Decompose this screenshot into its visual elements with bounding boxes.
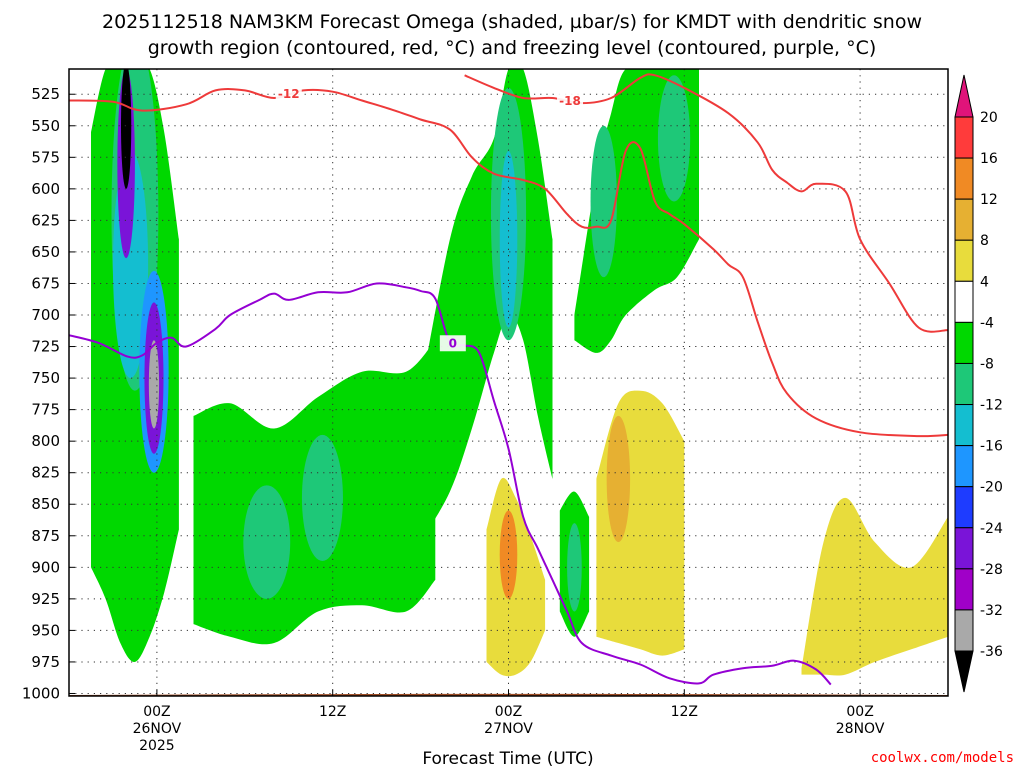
y-axis: 525 550 575 600 625 650 675 700 725 750 775 800 825 8… <box>22 85 75 702</box>
colorbar-bin--28--24 <box>954 527 974 570</box>
field-lift-early-core-6 <box>148 340 160 429</box>
omega-shading-layer <box>91 69 948 677</box>
contour-dendritic-minus12 <box>69 88 948 438</box>
y-tick-label-950: 950 <box>31 621 60 639</box>
colorbar-bin-12-16 <box>954 157 974 200</box>
contour-label-freezing-level-0c: 0 <box>449 336 457 350</box>
colorbar-label-6: -8 <box>980 356 994 372</box>
field-lift-early-core-3 <box>121 69 132 189</box>
y-tick-label-750: 750 <box>31 369 60 387</box>
y-tick-label-975: 975 <box>31 653 60 671</box>
colorbar-under-arrow <box>954 650 974 693</box>
title-line-1: 2025112518 NAM3KM Forecast Omega (shaded… <box>102 11 922 33</box>
colorbar-bin--24--20 <box>954 486 974 529</box>
contour-label-bg-dendritic-minus18 <box>557 93 584 110</box>
y-tick-label-600: 600 <box>31 180 60 198</box>
x-tick-label-6-0: 00Z <box>143 704 170 720</box>
colorbar-label-0: 20 <box>980 110 998 126</box>
x-tick-label-54-1: 28NOV <box>836 721 885 737</box>
colorbar-bin-16-20 <box>954 116 974 159</box>
colorbar-label-4: 4 <box>980 274 989 290</box>
x-tick-label-6-1: 26NOV <box>133 721 182 737</box>
colorbar-bin--36--32 <box>954 609 974 652</box>
contour-label-bg-dendritic-minus12 <box>275 86 302 103</box>
colorbar-bin-4-8 <box>954 239 974 282</box>
colorbar-bin-8-12 <box>954 198 974 241</box>
colorbar-bin--20--16 <box>954 445 974 488</box>
x-tick-label-42-0: 12Z <box>671 704 698 720</box>
y-tick-label-525: 525 <box>31 85 60 103</box>
colorbar-label-5: -4 <box>980 315 994 331</box>
y-tick-label-1000: 1000 <box>22 684 60 702</box>
x-axis-label: Forecast Time (UTC) <box>422 749 593 768</box>
colorbar-label-10: -24 <box>980 521 1003 537</box>
colorbar-bin--12--8 <box>954 362 974 406</box>
credit-text: coolwx.com/models <box>871 750 1014 766</box>
contour-label-bg-freezing-level-0c <box>439 335 466 352</box>
y-tick-label-675: 675 <box>31 274 60 292</box>
colorbar-bin--8--4 <box>954 321 974 364</box>
y-tick-label-925: 925 <box>31 590 60 608</box>
y-tick-label-575: 575 <box>31 148 60 166</box>
y-tick-label-800: 800 <box>31 432 60 450</box>
colorbar-label-1: 16 <box>980 151 998 167</box>
contour-label-dendritic-minus12: -12 <box>278 87 300 101</box>
contour-dendritic-minus18 <box>464 73 948 333</box>
y-tick-label-625: 625 <box>31 211 60 229</box>
colorbar-label-13: -36 <box>980 644 1003 660</box>
y-tick-label-550: 550 <box>31 117 60 135</box>
field-lift-day1-core-0 <box>243 485 291 599</box>
field-lift-late-core-1 <box>657 75 691 202</box>
plot-area: -12 -18 0 <box>69 69 948 696</box>
contour-lines: -12 -18 0 <box>69 73 948 686</box>
colorbar-label-11: -28 <box>980 562 1003 578</box>
field-lift-day1-core-1 <box>301 434 343 562</box>
y-tick-label-900: 900 <box>31 558 60 576</box>
field-lift-small-core-0 <box>567 523 582 612</box>
colorbar-label-8: -16 <box>980 439 1003 455</box>
colorbar-bin--32--28 <box>954 568 974 611</box>
field-lift-late-core-0 <box>590 125 617 278</box>
colorbar: 20 16 12 8 4 -4 -8 -12 -16 -20 -24 -28 -32 -36 <box>954 74 1003 693</box>
x-tick-label-6-2: 2025 <box>139 738 175 754</box>
x-tick-label-54-0: 00Z <box>846 704 873 720</box>
y-tick-label-850: 850 <box>31 495 60 513</box>
y-tick-label-875: 875 <box>31 527 60 545</box>
field-sink-2 <box>596 390 685 656</box>
colorbar-label-9: -20 <box>980 480 1003 496</box>
colorbar-label-2: 12 <box>980 192 998 208</box>
field-sink-1-core-0 <box>499 510 518 599</box>
field-sink-3 <box>801 497 948 676</box>
colorbar-bin--4-4 <box>954 280 974 323</box>
x-tick-label-30-0: 00Z <box>495 704 522 720</box>
y-tick-label-700: 700 <box>31 306 60 324</box>
y-tick-label-725: 725 <box>31 338 60 356</box>
colorbar-over-arrow <box>954 74 974 118</box>
contour-label-dendritic-minus18: -18 <box>559 94 581 108</box>
y-tick-label-775: 775 <box>31 401 60 419</box>
y-tick-label-650: 650 <box>31 243 60 261</box>
y-tick-label-825: 825 <box>31 464 60 482</box>
field-sink-2-core-0 <box>606 415 631 543</box>
colorbar-bin--16--12 <box>954 404 974 447</box>
x-tick-label-30-1: 27NOV <box>484 721 533 737</box>
x-tick-label-18-0: 12Z <box>319 704 346 720</box>
title-line-2: growth region (contoured, red, °C) and f… <box>148 37 877 59</box>
colorbar-label-12: -32 <box>980 603 1003 619</box>
colorbar-label-7: -12 <box>980 398 1003 414</box>
colorbar-label-3: 8 <box>980 233 989 249</box>
